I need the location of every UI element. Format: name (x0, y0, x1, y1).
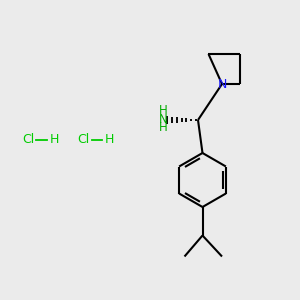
Text: H: H (159, 104, 168, 118)
Text: Cl: Cl (78, 133, 90, 146)
Text: Cl: Cl (22, 133, 34, 146)
Text: H: H (50, 133, 59, 146)
Text: N: N (218, 77, 227, 91)
Text: N: N (159, 112, 168, 126)
Text: H: H (159, 121, 168, 134)
Text: H: H (105, 133, 114, 146)
